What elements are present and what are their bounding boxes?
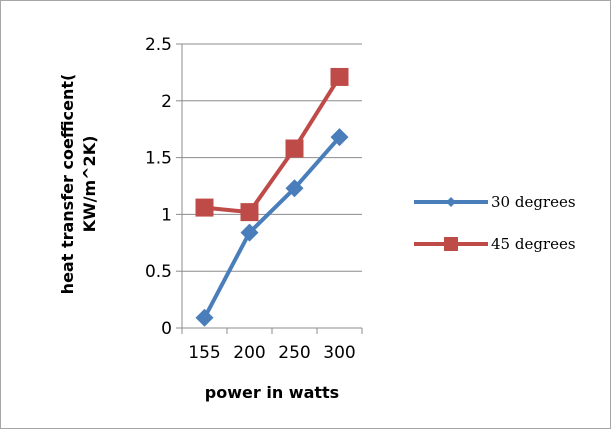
series-line-2	[204, 75, 342, 215]
y-tick-label: 0.5	[145, 262, 172, 282]
x-tick-label: 250	[278, 343, 310, 363]
data-point-diamond	[285, 179, 304, 198]
y-tick-label: 1	[161, 205, 172, 225]
series-group	[195, 67, 349, 327]
y-tick-label: 2	[161, 92, 172, 112]
data-point-diamond	[240, 223, 259, 242]
legend: 30 degrees 45 degrees	[414, 193, 576, 253]
y-tick-label: 1.5	[145, 149, 172, 169]
y-axis-title-line-2: KW/m^2K)	[80, 136, 99, 233]
y-axis-title: heat transfer coefficent( KW/m^2K)	[58, 74, 99, 295]
legend-marker	[444, 237, 458, 251]
series-line-1	[202, 135, 342, 319]
data-point-square	[195, 198, 214, 217]
legend-label: 30 degrees	[491, 193, 576, 211]
x-axis: 155 200 250 300	[181, 327, 363, 363]
y-tick-label: 2.5	[145, 35, 172, 55]
x-tick-label: 200	[233, 343, 265, 363]
x-tick-label: 155	[188, 343, 220, 363]
legend-marker	[446, 197, 456, 207]
y-tick-label: 0	[161, 319, 172, 339]
data-point-diamond	[330, 128, 349, 147]
data-point-square	[330, 67, 349, 86]
data-point-diamond	[195, 308, 214, 327]
x-tick-label: 300	[323, 343, 355, 363]
data-point-square	[240, 203, 259, 222]
legend-label: 45 degrees	[491, 235, 576, 253]
y-axis: 0 0.5 1 1.5 2 2.5	[145, 35, 183, 339]
data-point-square	[285, 139, 304, 158]
legend-item-2: 45 degrees	[414, 235, 576, 253]
y-axis-title-line-1: heat transfer coefficent(	[58, 74, 77, 295]
x-axis-title: power in watts	[205, 383, 339, 402]
legend-item-1: 30 degrees	[414, 193, 576, 211]
